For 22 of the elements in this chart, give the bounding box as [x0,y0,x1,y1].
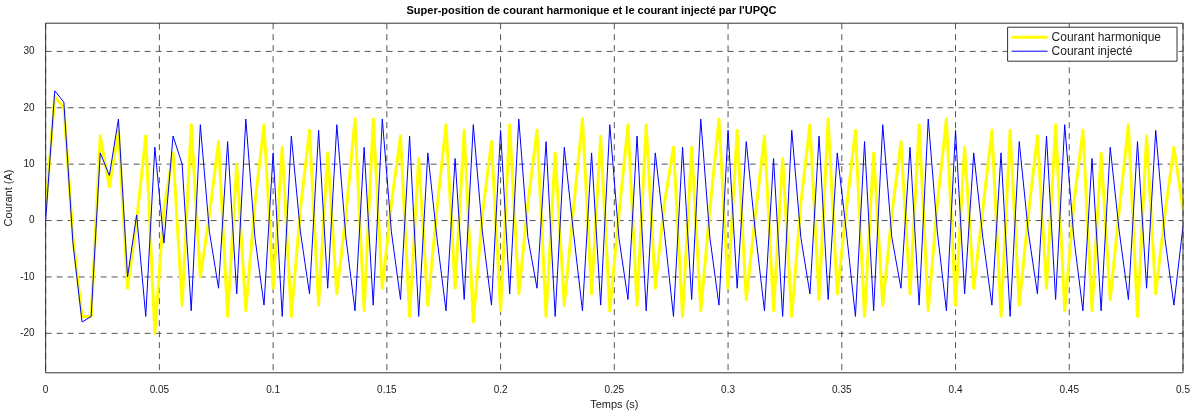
x-tick-label: 0.3 [721,383,736,395]
y-tick-label: -20 [20,327,36,339]
x-tick-label: 0.4 [948,383,963,395]
chart-title: Super-position de courant harmonique et le courant injecté par l'UPQC [406,3,777,16]
y-tick-label: 30 [23,45,36,57]
y-tick-label: 20 [23,101,36,113]
x-tick-label: 0.05 [149,383,170,395]
x-tick-label: 0.35 [832,383,852,395]
y-tick-label: 0 [29,214,36,226]
legend-label: Courant harmonique [1051,29,1162,44]
x-tick-label: 0.45 [1059,383,1080,395]
y-tick-label: 10 [23,157,36,169]
x-tick-label: 0.25 [604,383,625,395]
x-tick-label: 0.2 [493,383,508,395]
x-tick-label: 0.5 [1176,383,1191,395]
x-tick-label: 0.1 [266,383,281,395]
y-tick-label: -10 [20,270,36,282]
y-axis-title: Courant (A) [1,169,14,227]
x-tick-label: 0.15 [377,383,398,395]
x-axis-title: Temps (s) [590,398,639,411]
x-tick-label: 0 [42,383,49,395]
legend-label: Courant injecté [1051,43,1133,58]
